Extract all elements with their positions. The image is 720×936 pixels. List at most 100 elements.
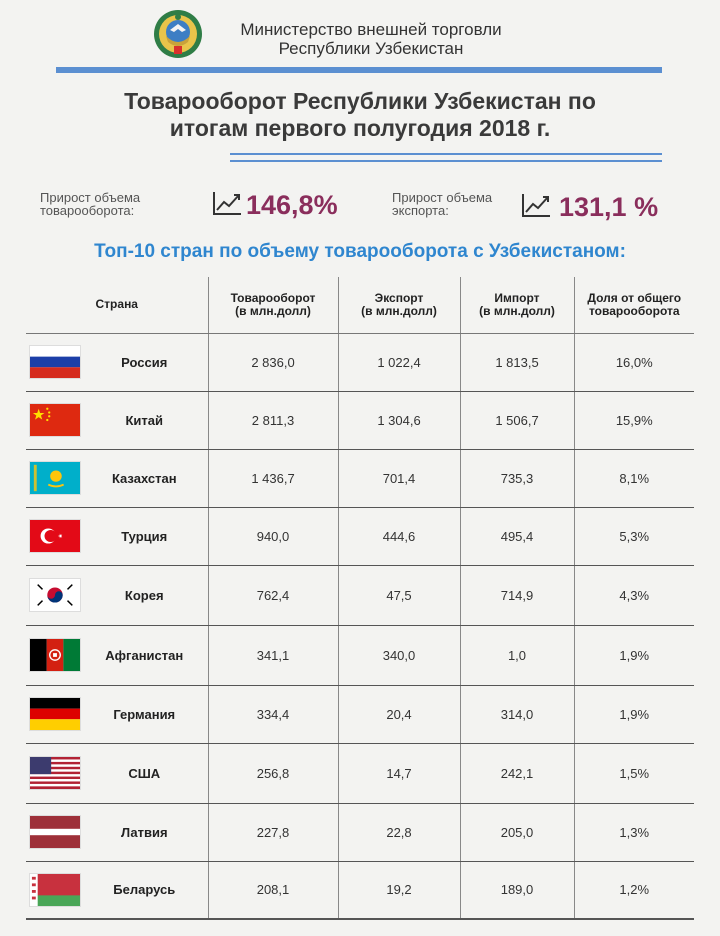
country-cell: Латвия [26,803,208,862]
page-title: Товарооборот Республики Узбекистан по ит… [40,88,680,142]
country-cell: Беларусь [26,861,208,920]
header-turnover: Товарооборот (в млн.долл) [207,277,338,334]
country-wrapper: Казахстан [29,461,208,495]
header-share: Доля от общего товарооборота [573,277,694,334]
country-name: Латвия [120,824,168,840]
share-cell: 1,9% [573,625,694,686]
country-cell: Германия [26,685,208,744]
share-cell: 1,9% [573,685,694,744]
table-row: Корея 762,4 47,5 714,9 4,3% [26,565,694,626]
table-header-row: Страна Товарооборот (в млн.долл) Экспорт… [26,277,694,334]
export-cell: 1 022,4 [337,333,460,392]
country-cell: США [26,743,208,804]
share-cell: 1,5% [573,743,694,804]
table-row: Германия 334,4 20,4 314,0 1,9% [26,685,694,744]
header-country: Страна [26,277,208,334]
export-cell: 701,4 [337,449,460,508]
country-cell: Турция [26,507,208,566]
country-wrapper: США [29,756,208,790]
turnover-cell: 341,1 [207,625,338,686]
title-line-1: Товарооборот Республики Узбекистан по [124,88,596,114]
country-cell: Корея [26,565,208,626]
turnover-cell: 940,0 [207,507,338,566]
table-row: Казахстан 1 436,7 701,4 735,3 8,1% [26,449,694,508]
turkey-flag-icon [29,519,81,553]
germany-flag-icon [29,697,81,731]
turnover-growth-label: Прирост объема товарооборота: [40,190,141,218]
country-wrapper: Германия [29,697,208,731]
table-row: Турция 940,0 444,6 495,4 5,3% [26,507,694,566]
country-wrapper: Беларусь [29,872,208,907]
title-divider [230,153,662,162]
share-cell: 4,3% [573,565,694,626]
export-cell: 14,7 [337,743,460,804]
country-name: Корея [124,587,164,603]
header-export: Экспорт (в млн.долл) [337,277,460,334]
country-name: Германия [113,706,176,722]
country-wrapper: Афганистан [29,638,208,672]
import-cell: 714,9 [459,565,574,626]
belarus-flag-icon [29,872,81,907]
import-cell: 1 506,7 [459,391,574,450]
country-cell: Казахстан [26,449,208,508]
china-flag-icon [29,403,81,437]
table-row: Латвия 227,8 22,8 205,0 1,3% [26,803,694,862]
table-row: Беларусь 208,1 19,2 189,0 1,2% [26,861,694,920]
export-cell: 19,2 [337,861,460,920]
country-name: Беларусь [113,882,176,898]
country-cell: Афганистан [26,625,208,686]
kazakhstan-flag-icon [29,461,81,495]
import-cell: 314,0 [459,685,574,744]
import-cell: 205,0 [459,803,574,862]
latvia-flag-icon [29,815,81,849]
title-line-2: итогам первого полугодия 2018 г. [169,115,551,141]
table-title: Топ-10 стран по объему товарооборота с У… [94,241,626,262]
import-cell: 1,0 [459,625,574,686]
export-growth-label: Прирост объема экспорта: [392,190,493,218]
country-name: Россия [121,354,168,370]
turnover-cell: 256,8 [207,743,338,804]
export-cell: 340,0 [337,625,460,686]
share-cell: 15,9% [573,391,694,450]
turnover-cell: 2 836,0 [207,333,338,392]
import-cell: 1 813,5 [459,333,574,392]
country-cell: Россия [26,333,208,392]
export-cell: 20,4 [337,685,460,744]
country-name: Казахстан [111,470,177,486]
turnover-cell: 1 436,7 [207,449,338,508]
top-divider [56,67,662,73]
trend-up-icon [213,192,241,215]
trend-up-icon [522,194,550,217]
import-cell: 735,3 [459,449,574,508]
export-growth-value: 131,1 % [559,192,659,222]
ministry-name: Министерство внешней торговли Республики… [218,20,524,58]
import-cell: 495,4 [459,507,574,566]
export-cell: 22,8 [337,803,460,862]
ministry-line-1: Министерство внешней торговли [240,20,502,39]
table-row: Афганистан 341,1 340,0 1,0 1,9% [26,625,694,686]
country-name: Китай [125,412,163,428]
turnover-cell: 2 811,3 [207,391,338,450]
state-emblem-icon [154,10,202,58]
usa-flag-icon [29,756,81,790]
table-row: США 256,8 14,7 242,1 1,5% [26,743,694,804]
share-cell: 16,0% [573,333,694,392]
russia-flag-icon [29,345,81,379]
share-cell: 1,2% [573,861,694,920]
share-cell: 8,1% [573,449,694,508]
country-name: Турция [121,528,168,544]
turnover-cell: 762,4 [207,565,338,626]
export-cell: 47,5 [337,565,460,626]
country-wrapper: Латвия [29,815,208,849]
header-import: Импорт (в млн.долл) [459,277,574,334]
country-cell: Китай [26,391,208,450]
turnover-cell: 227,8 [207,803,338,862]
export-cell: 1 304,6 [337,391,460,450]
import-cell: 189,0 [459,861,574,920]
country-name: Афганистан [105,647,184,663]
share-cell: 1,3% [573,803,694,862]
country-wrapper: Россия [29,345,208,379]
import-cell: 242,1 [459,743,574,804]
country-wrapper: Китай [29,403,208,437]
ministry-line-2: Республики Узбекистан [278,39,464,58]
